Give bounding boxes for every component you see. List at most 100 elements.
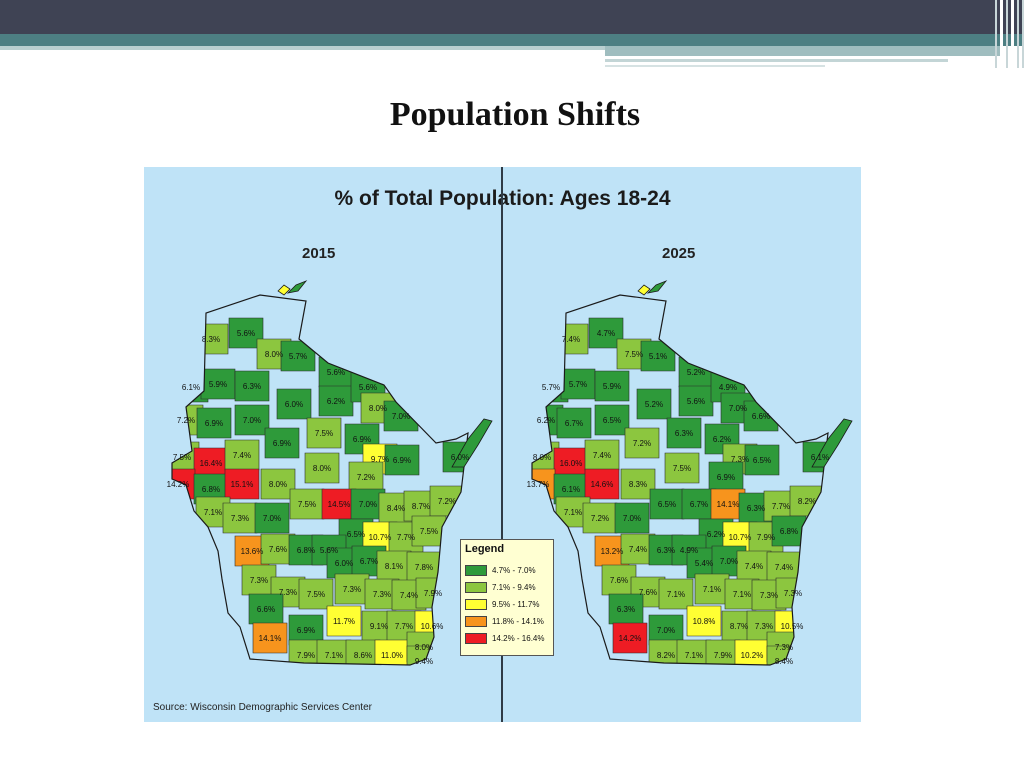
county-value-label: 5.6% <box>320 546 338 555</box>
county-value-label: 5.6% <box>359 383 377 392</box>
county-value-label: 7.3% <box>755 622 773 631</box>
county-value-label: 13.6% <box>241 547 264 556</box>
legend-swatch <box>465 581 487 593</box>
county-region <box>384 444 420 476</box>
legend-item: 11.8% - 14.1% <box>465 615 544 627</box>
county-region <box>304 452 340 484</box>
legend-label: 14.2% - 16.4% <box>492 633 545 643</box>
county-value-label: 7.2% <box>177 416 195 425</box>
county-value-label: 6.7% <box>565 419 583 428</box>
county-value-label: 6.8% <box>297 546 315 555</box>
county-value-label: 7.2% <box>357 473 375 482</box>
county-region <box>678 385 714 417</box>
county-region <box>196 407 232 439</box>
county-value-label: 14.1% <box>717 500 740 509</box>
county-value-label: 6.9% <box>273 439 291 448</box>
county-value-label: 8.7% <box>730 622 748 631</box>
county-value-label: 7.4% <box>775 563 793 572</box>
county-value-label: 10.6% <box>421 622 444 631</box>
county-value-label: 10.5% <box>781 622 804 631</box>
county-value-label: 7.5% <box>420 527 438 536</box>
peninsula-shape <box>811 418 853 468</box>
county-value-label: 5.6% <box>327 368 345 377</box>
county-value-label: 13.2% <box>601 547 624 556</box>
county-region <box>744 444 780 476</box>
map-2015: 8.3% 5.6% 8.0% 5.7% 5.6% 6.1% 5.9% 6.3% 6.0% 6.2%… <box>167 280 493 666</box>
county-value-label: 7.5% <box>673 464 691 473</box>
county-value-label: 5.9% <box>209 380 227 389</box>
county-region <box>584 468 620 500</box>
county-value-label: 6.3% <box>747 504 765 513</box>
county-value-label: 7.5% <box>315 429 333 438</box>
county-value-label: 10.2% <box>741 651 764 660</box>
slide-title: Population Shifts <box>389 96 641 133</box>
county-value-label: 14.1% <box>259 634 282 643</box>
county-value-label: 7.6% <box>269 545 287 554</box>
slide-top-bar <box>0 0 1024 34</box>
county-value-label: 5.1% <box>649 352 667 361</box>
county-value-label: 7.3% <box>343 585 361 594</box>
county-value-label: 7.6% <box>610 576 628 585</box>
state-outline <box>171 294 469 666</box>
county-value-label: 7.1% <box>204 508 222 517</box>
county-value-label: 16.4% <box>200 459 223 468</box>
county-value-label: 6.7% <box>690 500 708 509</box>
county-value-label: 7.4% <box>233 451 251 460</box>
county-value-label: 6.9% <box>353 435 371 444</box>
county-value-label: 7.1% <box>703 585 721 594</box>
county-value-label: 7.4% <box>745 562 763 571</box>
county-value-label: 7.0% <box>263 514 281 523</box>
county-region <box>556 407 592 439</box>
county-value-label: 8.3% <box>629 480 647 489</box>
county-value-label: 6.5% <box>347 530 365 539</box>
county-value-label: 6.7% <box>360 557 378 566</box>
county-value-label: 7.5% <box>173 453 191 462</box>
county-region <box>624 427 660 459</box>
slide-accent-line <box>0 46 605 50</box>
county-value-label: 7.2% <box>591 514 609 523</box>
peninsula-shape <box>637 284 651 296</box>
county-value-label: 9.7% <box>371 455 389 464</box>
county-value-label: 6.2% <box>707 530 725 539</box>
county-value-label: 7.1% <box>564 508 582 517</box>
county-value-label: 7.7% <box>772 502 790 511</box>
county-value-label: 14.6% <box>591 480 614 489</box>
county-value-label: 8.6% <box>354 651 372 660</box>
county-value-label: 7.7% <box>397 533 415 542</box>
county-value-label: 5.2% <box>687 368 705 377</box>
year-label-2015: 2015 <box>302 245 336 262</box>
county-value-label: 7.4% <box>400 591 418 600</box>
county-region <box>705 639 741 665</box>
county-value-label: 8.0% <box>269 480 287 489</box>
county-value-label: 7.0% <box>729 404 747 413</box>
county-value-label: 5.9% <box>603 382 621 391</box>
county-region <box>224 468 260 500</box>
county-value-label: 6.6% <box>752 412 770 421</box>
legend-swatch <box>465 615 487 627</box>
county-value-label: 7.5% <box>298 500 316 509</box>
county-region <box>264 427 300 459</box>
county-value-label: 8.0% <box>533 453 551 462</box>
county-value-label: 6.1% <box>562 485 580 494</box>
county-value-label: 5.7% <box>542 383 560 392</box>
peninsula-shape <box>286 280 308 294</box>
county-value-label: 10.7% <box>729 533 752 542</box>
county-value-label: 4.7% <box>597 329 615 338</box>
county-value-label: 6.2% <box>327 397 345 406</box>
county-value-label: 4.9% <box>719 383 737 392</box>
county-value-label: 6.9% <box>393 456 411 465</box>
county-value-label: 6.1% <box>182 383 200 392</box>
county-value-label: 8.0% <box>415 643 433 652</box>
county-value-label: 7.0% <box>720 557 738 566</box>
county-value-label: 4.9% <box>680 546 698 555</box>
county-value-label: 7.4% <box>593 451 611 460</box>
county-value-label: 7.7% <box>395 622 413 631</box>
county-value-label: 7.3% <box>231 514 249 523</box>
legend-label: 4.7% - 7.0% <box>492 565 536 575</box>
year-label-2025: 2025 <box>662 245 696 262</box>
county-value-label: 7.8% <box>415 563 433 572</box>
wisconsin-maps: 8.3% 5.6% 8.0% 5.7% 5.6% 6.1% 5.9% 6.3% 6.0% 6.2%… <box>167 280 853 666</box>
legend-item: 4.7% - 7.0% <box>465 564 536 576</box>
county-value-label: 6.5% <box>603 416 621 425</box>
county-value-label: 5.6% <box>687 397 705 406</box>
